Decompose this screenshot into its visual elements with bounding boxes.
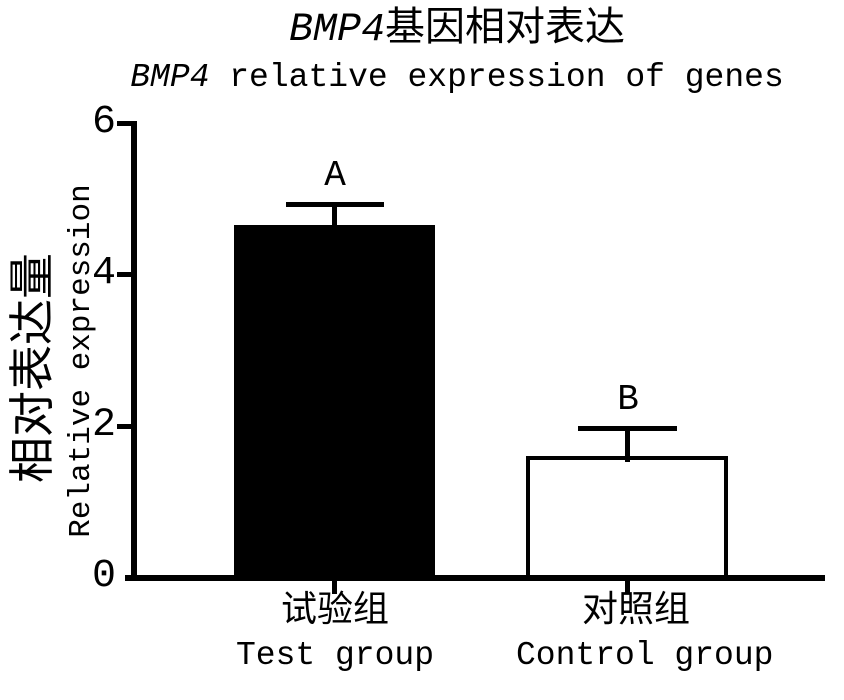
x-label-control-group-en: Control group — [516, 637, 774, 674]
y-tick-mark-2 — [117, 424, 132, 429]
x-axis-line — [125, 575, 825, 581]
chart-title-en-text: relative expression of genes — [209, 59, 784, 96]
bar-test-group — [234, 225, 435, 579]
y-tick-mark-6 — [117, 121, 132, 126]
y-tick-label-6: 6 — [91, 100, 116, 145]
x-label-test-group-en: Test group — [235, 637, 435, 674]
bar-control-group — [526, 456, 728, 579]
x-tick-mark-test-group — [332, 581, 337, 594]
x-tick-mark-control-group — [625, 581, 630, 594]
error-bar-stem — [625, 426, 630, 462]
y-tick-label-0: 0 — [91, 554, 116, 599]
significance-label-b: B — [617, 379, 639, 420]
y-tick-mark-4 — [117, 272, 132, 277]
y-tick-label-2: 2 — [91, 403, 116, 448]
gene-name-italic-zh: BMP4 — [288, 8, 385, 53]
chart-title-zh-text: 基因相对表达 — [385, 8, 625, 53]
y-axis-line — [131, 121, 137, 581]
significance-label-a: A — [324, 155, 346, 196]
chart-title-zh: BMP4基因相对表达 — [70, 8, 844, 54]
y-axis-label-zh: 相对表达量 — [10, 253, 62, 483]
y-tick-label-4: 4 — [91, 251, 116, 296]
x-label-test-group-zh: 试验组 — [280, 591, 389, 632]
error-bar-stem — [332, 202, 337, 231]
x-label-control-group-zh: 对照组 — [581, 591, 690, 632]
chart-title-en: BMP4 relative expression of genes — [70, 58, 844, 98]
gene-name-italic-en: BMP4 — [130, 59, 210, 96]
